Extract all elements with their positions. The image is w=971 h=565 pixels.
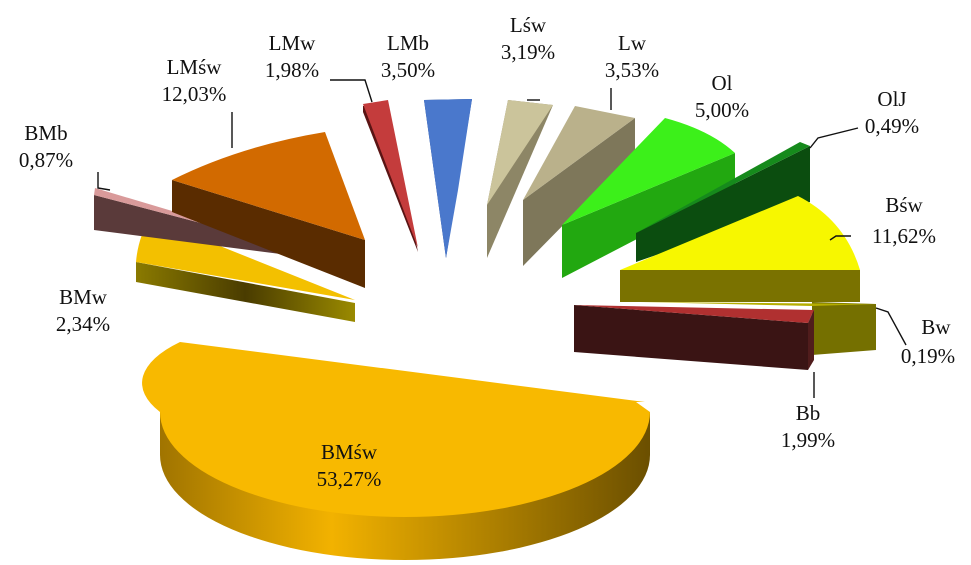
label-name-bmw: BMw — [59, 285, 108, 309]
label-value-bmsw: 53,27% — [317, 467, 382, 491]
label-name-bmsw: BMśw — [321, 440, 378, 464]
label-name-bmb: BMb — [24, 121, 67, 145]
label-value-lmw: 1,98% — [265, 58, 319, 82]
slice-bsw — [620, 196, 860, 302]
label-name-lsw: Lśw — [510, 13, 547, 37]
label-value-bmw: 2,34% — [56, 312, 110, 336]
slice-bb — [574, 305, 814, 370]
label-value-bw: 0,19% — [901, 344, 955, 368]
label-name-lw: Lw — [618, 31, 647, 55]
label-name-ol: Ol — [712, 71, 733, 95]
slice-olj — [636, 142, 810, 262]
label-value-lw: 3,53% — [605, 58, 659, 82]
label-value-lmb: 3,50% — [381, 58, 435, 82]
label-name-olj: OlJ — [877, 87, 906, 111]
leader-lines — [97, 79, 907, 398]
label-name-bw: Bw — [921, 315, 951, 339]
label-name-lmsw: LMśw — [167, 55, 223, 79]
slice-lmb — [424, 99, 472, 258]
label-name-lmb: LMb — [387, 31, 429, 55]
label-value-bmb: 0,87% — [19, 148, 73, 172]
slice-ol — [562, 118, 735, 278]
slice-lmw — [363, 100, 418, 252]
label-value-lsw: 3,19% — [501, 40, 555, 64]
label-value-bsw: 11,62% — [872, 224, 936, 248]
label-value-bb: 1,99% — [781, 428, 835, 452]
label-value-lmsw: 12,03% — [162, 82, 227, 106]
slice-lmsw — [172, 132, 365, 288]
slice-lw — [523, 106, 635, 266]
slice-lsw — [487, 100, 553, 258]
label-name-lmw: LMw — [269, 31, 317, 55]
label-name-bsw: Bśw — [885, 193, 923, 217]
label-name-bb: Bb — [796, 401, 821, 425]
label-value-olj: 0,49% — [865, 114, 919, 138]
labels: BMśw 53,27% BMw 2,34% BMb 0,87% LMśw 12,… — [19, 13, 955, 491]
slice-bmsw — [142, 342, 651, 560]
slice-bw — [640, 302, 876, 355]
label-value-ol: 5,00% — [695, 98, 749, 122]
